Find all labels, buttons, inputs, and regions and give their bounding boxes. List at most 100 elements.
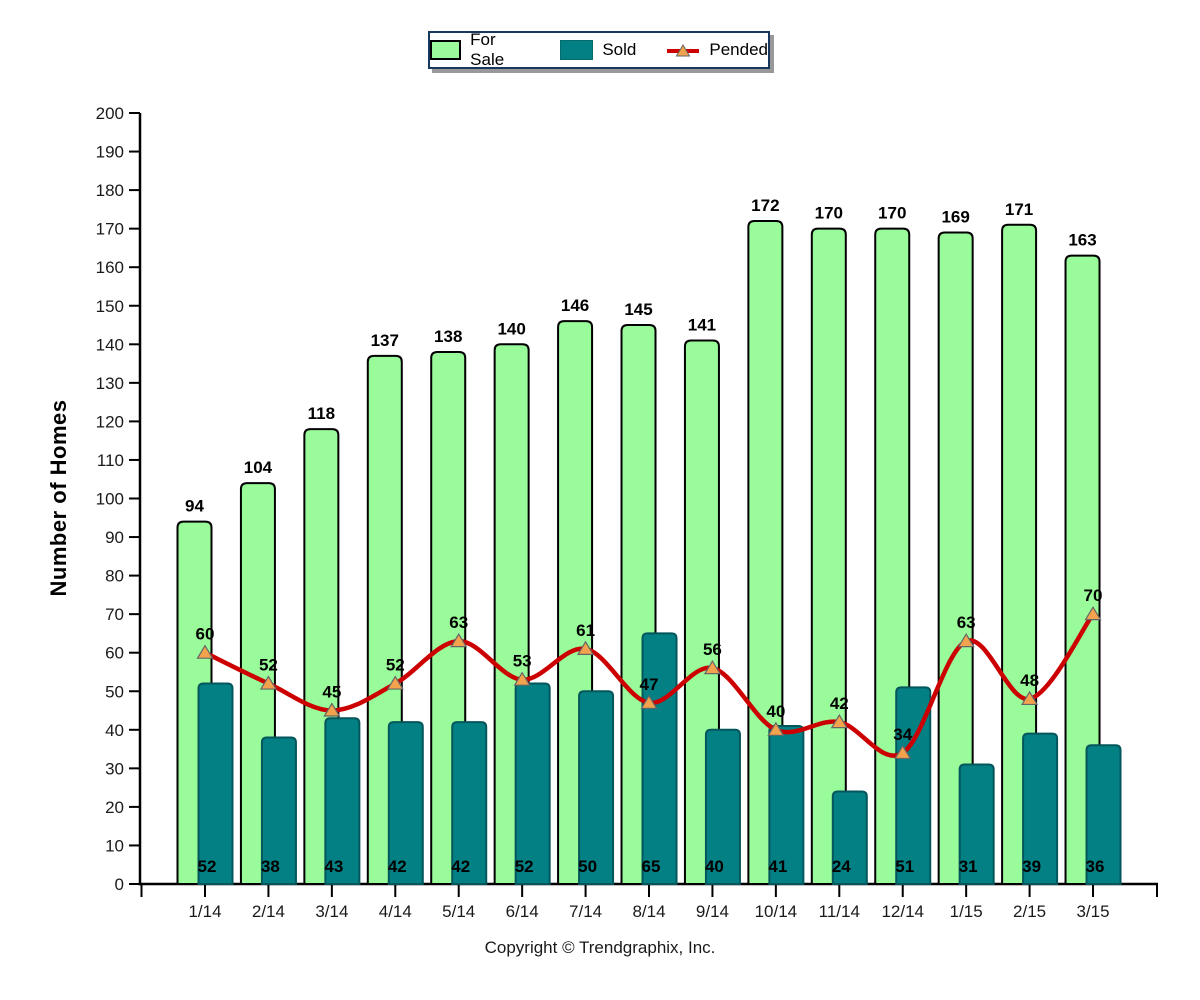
value-label-pended: 47: [640, 675, 659, 694]
legend-item-pended: Pended: [666, 40, 768, 60]
value-label-sold: 40: [705, 857, 724, 876]
y-tick-label: 80: [105, 567, 124, 586]
value-label-sold: 51: [895, 857, 914, 876]
bar-for-sale: [1064, 254, 1101, 885]
bar-sold: [451, 721, 488, 885]
x-tick-label: 1/15: [950, 902, 983, 921]
bar-series-sold: [197, 632, 1122, 885]
value-label-sold: 43: [324, 857, 343, 876]
value-label-for-sale: 169: [941, 208, 969, 227]
value-label-for-sale: 145: [624, 300, 652, 319]
bar-sold: [1022, 732, 1059, 885]
copyright-text: Copyright © Trendgraphix, Inc.: [484, 938, 716, 957]
legend-label-pended: Pended: [709, 40, 768, 59]
bar-sold: [260, 736, 297, 885]
pended-marker: [830, 713, 848, 729]
x-tick-label: 1/14: [188, 902, 221, 921]
value-label-pended: 48: [1020, 671, 1039, 690]
x-tick-label: 6/14: [506, 902, 539, 921]
value-label-pended: 45: [322, 683, 341, 702]
value-label-pended: 52: [259, 656, 278, 675]
pended-marker: [1084, 605, 1102, 621]
value-label-sold: 50: [578, 857, 597, 876]
bar-for-sale: [937, 231, 974, 885]
value-label-for-sale: 104: [244, 458, 273, 477]
value-label-for-sale: 138: [434, 327, 462, 346]
y-tick-label: 20: [105, 798, 124, 817]
y-tick-label: 110: [97, 451, 124, 470]
bar-sold: [514, 682, 551, 885]
bar-sold: [831, 790, 868, 885]
y-tick-label: 200: [96, 104, 124, 123]
value-label-pended: 63: [957, 613, 976, 632]
y-tick-label: 100: [96, 490, 124, 509]
value-label-pended: 42: [830, 694, 849, 713]
bar-for-sale: [810, 227, 847, 885]
x-axis-ticks: 1/14 2/14 3/14 4/14 5/14 6/14 7/14 8/14 9/14 10/1…: [140, 884, 1158, 921]
value-label-sold: 52: [198, 857, 217, 876]
x-tick-label: 8/14: [632, 902, 665, 921]
value-label-sold: 65: [642, 857, 661, 876]
y-axis-ticks: 0 10 20 30 40 50 60 70 80 90 100 110 120 130 140 150 160…: [96, 104, 140, 894]
legend-item-sold: Sold: [560, 40, 636, 60]
value-label-pended: 70: [1084, 586, 1103, 605]
x-tick-label: 2/14: [252, 902, 285, 921]
y-tick-label: 150: [96, 297, 124, 316]
x-tick-label: 5/14: [442, 902, 475, 921]
x-tick-label: 3/14: [315, 902, 348, 921]
pended-marker: [894, 744, 912, 760]
value-label-for-sale: 141: [688, 315, 716, 334]
value-label-sold: 41: [768, 857, 787, 876]
value-label-sold: 31: [959, 857, 978, 876]
value-label-sold: 36: [1086, 857, 1105, 876]
x-tick-label: 4/14: [379, 902, 412, 921]
sold-value-labels: 52 38 43 42 42 52 50 65 40 41 24 51 31 39 36: [198, 857, 1105, 876]
value-label-for-sale: 146: [561, 296, 589, 315]
pended-marker: [703, 659, 721, 675]
y-tick-label: 10: [105, 836, 124, 855]
y-tick-label: 180: [96, 181, 124, 200]
y-tick-label: 130: [96, 374, 124, 393]
bar-for-sale: [1001, 223, 1038, 885]
pended-markers: 60 52 45 52 63 53 61 47 56 40 42 34 63 48 70: [196, 586, 1103, 760]
x-tick-label: 12/14: [881, 902, 924, 921]
pended-marker: [259, 675, 277, 690]
value-label-sold: 24: [832, 857, 851, 876]
value-label-for-sale: 170: [878, 204, 906, 223]
value-label-pended: 61: [576, 621, 595, 640]
for-sale-value-labels: 94 104 118 137 138 140 146 145 141 172 170 170 169 17…: [185, 196, 1097, 516]
bar-for-sale: [747, 219, 784, 885]
y-tick-label: 60: [105, 644, 124, 663]
pended-marker: [450, 632, 468, 648]
value-label-pended: 34: [893, 725, 912, 744]
pended-marker: [640, 694, 658, 709]
value-label-sold: 42: [451, 857, 470, 876]
bar-sold: [324, 717, 361, 885]
pended-marker: [1021, 690, 1039, 706]
y-tick-label: 30: [105, 759, 124, 778]
value-label-pended: 63: [449, 613, 468, 632]
value-label-for-sale: 171: [1005, 200, 1033, 219]
value-label-pended: 53: [513, 652, 532, 671]
legend-label-for-sale: For Sale: [470, 30, 505, 69]
value-label-for-sale: 172: [751, 196, 779, 215]
x-tick-label: 9/14: [696, 902, 729, 921]
bar-sold: [197, 682, 234, 885]
value-label-sold: 42: [388, 857, 407, 876]
pended-marker: [513, 671, 531, 686]
value-label-for-sale: 94: [185, 497, 204, 516]
pended-marker: [386, 675, 404, 690]
y-tick-label: 50: [105, 682, 124, 701]
y-tick-label: 170: [96, 220, 124, 239]
bar-sold: [1085, 744, 1122, 885]
y-tick-label: 140: [96, 335, 124, 354]
bar-sold: [958, 763, 995, 885]
y-axis-title: Number of Homes: [46, 400, 71, 597]
x-tick-label: 7/14: [569, 902, 602, 921]
value-label-for-sale: 118: [308, 404, 335, 423]
bar-sold: [387, 721, 424, 885]
y-tick-label: 70: [105, 605, 124, 624]
value-label-sold: 38: [261, 857, 280, 876]
value-label-for-sale: 170: [815, 204, 843, 223]
